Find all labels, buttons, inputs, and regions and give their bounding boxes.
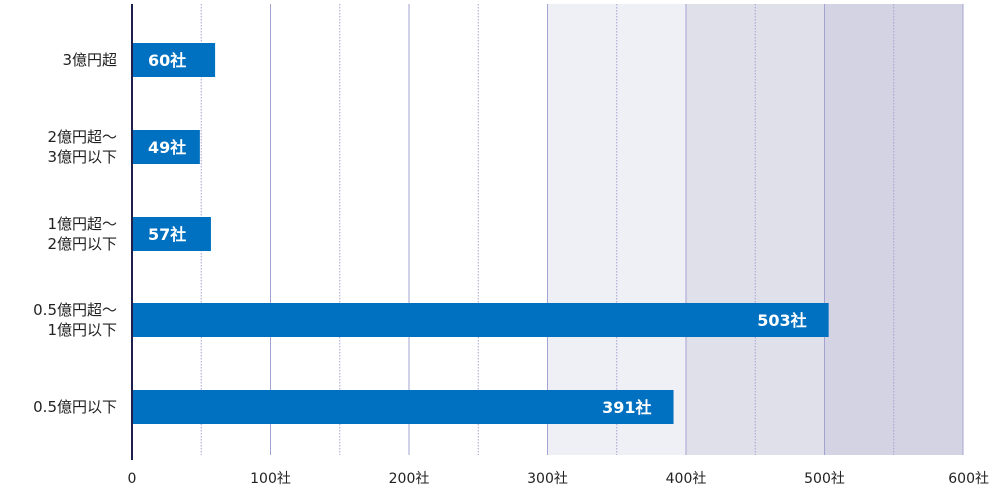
category-label: 3億円超	[62, 51, 117, 69]
bar-value-label: 391社	[602, 398, 651, 417]
bar-value-label: 49社	[148, 138, 186, 157]
gridlines	[200, 4, 964, 455]
bar-value-label: 503社	[757, 311, 806, 330]
bar	[132, 130, 200, 164]
category-label: 0.5億円以下	[33, 398, 117, 416]
bar-value-label: 57社	[148, 225, 186, 244]
x-tick-label: 600社	[948, 471, 989, 487]
bar	[132, 217, 211, 251]
category-label: 1億円以下	[47, 321, 117, 339]
bar	[132, 390, 674, 424]
bar	[132, 43, 216, 77]
category-label: 3億円以下	[47, 148, 117, 166]
x-tick-label: 200社	[389, 471, 430, 487]
x-tick-label: 300社	[527, 471, 568, 487]
category-label: 1億円超～	[47, 215, 117, 233]
bars: 60社 49社 57社 503社 391社	[132, 43, 829, 424]
bar	[132, 303, 829, 337]
x-tick-label: 0	[128, 471, 137, 487]
category-label: 0.5億円超～	[33, 301, 117, 319]
category-labels: 3億円超 2億円超～ 3億円以下 1億円超～ 2億円以下 0.5億円超～ 1億円以下 0.5億…	[33, 51, 117, 416]
bar-value-label: 60社	[148, 51, 186, 70]
x-tick-label: 500社	[804, 471, 845, 487]
category-label: 2億円以下	[47, 235, 117, 253]
category-label: 2億円超～	[47, 128, 117, 146]
x-tick-label: 100社	[250, 471, 291, 487]
x-tick-label: 400社	[666, 471, 707, 487]
x-axis-tick-labels: 0 100社 200社 300社 400社 500社 600社	[128, 471, 989, 487]
